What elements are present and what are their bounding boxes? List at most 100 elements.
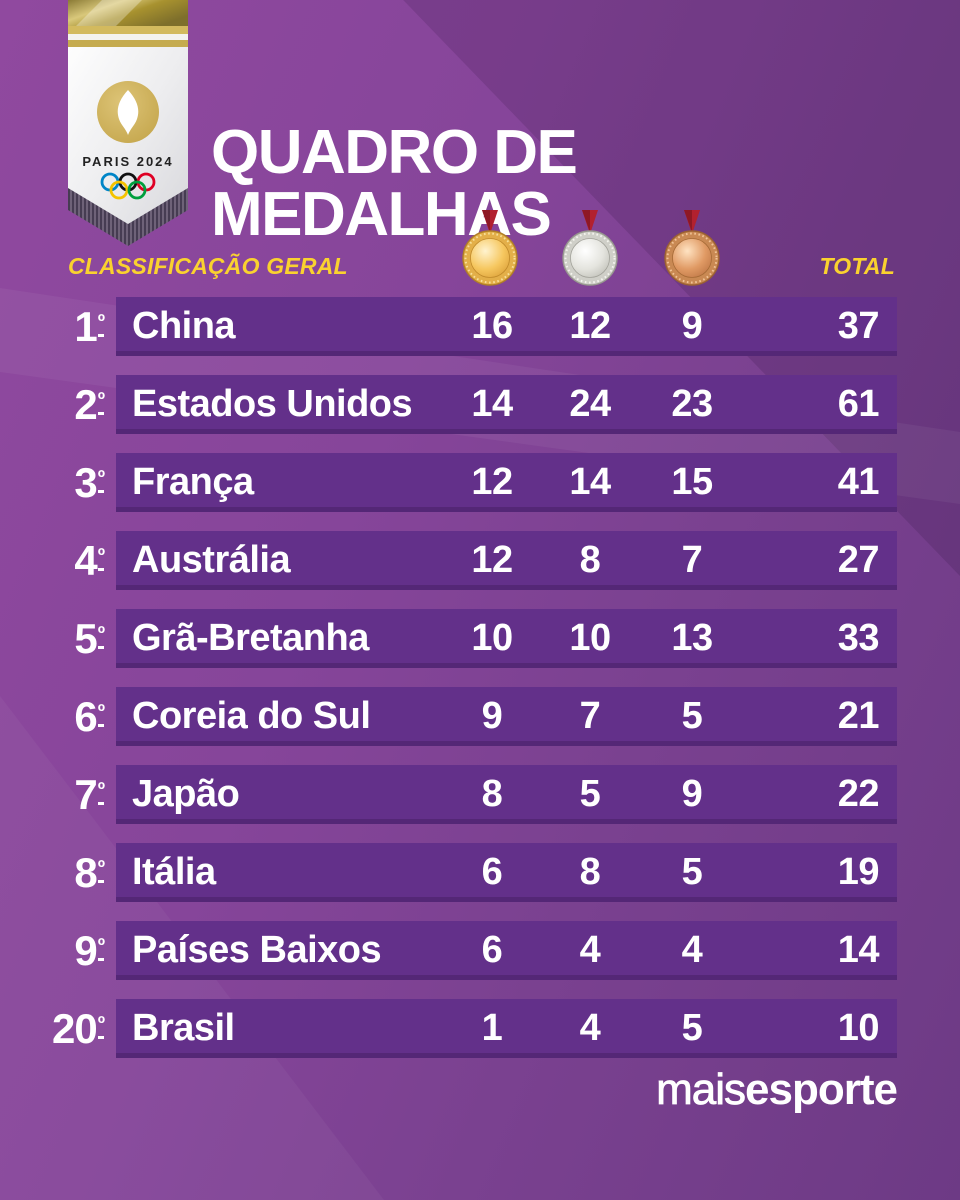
- rank-label: 2º: [74, 381, 105, 428]
- medal-table: 1º China 16 12 9 37 2º Estados Unidos 14…: [0, 297, 960, 1077]
- table-row: 9º Países Baixos 6 4 4 14: [0, 921, 960, 980]
- total-count: 37: [837, 305, 880, 347]
- bronze-count: 4: [681, 929, 703, 971]
- gold-medal-icon: [462, 210, 518, 286]
- country-name: Coreia do Sul: [132, 695, 371, 737]
- rank-label: 1º: [74, 303, 105, 350]
- rank-label: 3º: [74, 459, 105, 506]
- country-bar: China 16 12 9 37: [116, 297, 897, 356]
- total-count: 41: [837, 461, 880, 503]
- country-name: Austrália: [132, 539, 291, 581]
- country-name: Brasil: [132, 1007, 235, 1049]
- rank-label: 8º: [74, 849, 105, 896]
- country-name: Grã-Bretanha: [132, 617, 369, 659]
- ordinal-suffix: º: [97, 779, 105, 805]
- gold-count: 16: [471, 305, 513, 347]
- gold-count: 6: [481, 851, 503, 893]
- rank-label: 7º: [74, 771, 105, 818]
- classification-label: CLASSIFICAÇÃO GERAL: [68, 253, 348, 279]
- country-bar: Grã-Bretanha 10 10 13 33: [116, 609, 897, 668]
- bronze-count: 5: [681, 851, 703, 893]
- page-title: QUADRO DE MEDALHAS: [211, 118, 578, 249]
- table-row: 4º Austrália 12 8 7 27: [0, 531, 960, 590]
- bronze-count: 7: [681, 539, 703, 581]
- brand-logo-bold: esporte: [745, 1065, 898, 1114]
- bronze-count: 9: [681, 773, 703, 815]
- silver-count: 12: [569, 305, 611, 347]
- total-count: 21: [837, 695, 880, 737]
- table-row: 1º China 16 12 9 37: [0, 297, 960, 356]
- bronze-count: 23: [671, 383, 713, 425]
- country-name: Itália: [132, 851, 216, 893]
- bronze-count: 15: [671, 461, 713, 503]
- total-column-label: TOTAL: [819, 253, 895, 279]
- country-name: Japão: [132, 773, 240, 815]
- country-name: Estados Unidos: [132, 383, 413, 425]
- table-row: 5º Grã-Bretanha 10 10 13 33: [0, 609, 960, 668]
- gold-count: 8: [481, 773, 503, 815]
- banner-sheen: [76, 0, 142, 26]
- banner-fringe: [68, 186, 188, 246]
- rank-label: 9º: [74, 927, 105, 974]
- bronze-count: 5: [681, 695, 703, 737]
- country-bar: França 12 14 15 41: [116, 453, 897, 512]
- total-count: 27: [837, 539, 880, 581]
- brand-logo-regular: mais: [656, 1065, 747, 1114]
- ordinal-suffix: º: [97, 545, 105, 571]
- silver-count: 8: [579, 851, 601, 893]
- bronze-medal-icon: [664, 210, 720, 286]
- flame-icon: [117, 90, 139, 135]
- silver-count: 14: [569, 461, 611, 503]
- country-bar: Coreia do Sul 9 7 5 21: [116, 687, 897, 746]
- ordinal-suffix: º: [97, 467, 105, 493]
- ordinal-suffix: º: [97, 389, 105, 415]
- silver-count: 10: [569, 617, 611, 659]
- ordinal-suffix: º: [97, 935, 105, 961]
- ordinal-suffix: º: [97, 311, 105, 337]
- gold-count: 1: [481, 1007, 503, 1049]
- country-name: França: [132, 461, 254, 503]
- brand-logo: maisesporte: [656, 1065, 898, 1114]
- total-count: 33: [837, 617, 880, 659]
- silver-count: 24: [569, 383, 611, 425]
- silver-count: 4: [579, 929, 601, 971]
- paris-2024-banner: PARIS 2024: [68, 0, 188, 248]
- paris-2024-label: PARIS 2024: [82, 154, 173, 169]
- table-row: 8º Itália 6 8 5 19: [0, 843, 960, 902]
- gold-count: 14: [471, 383, 513, 425]
- bronze-count: 13: [671, 617, 713, 659]
- banner-gold-band: [68, 0, 188, 26]
- bronze-count: 9: [681, 305, 703, 347]
- table-row: 6º Coreia do Sul 9 7 5 21: [0, 687, 960, 746]
- bronze-count: 5: [681, 1007, 703, 1049]
- total-count: 61: [837, 383, 880, 425]
- total-count: 22: [837, 773, 880, 815]
- silver-count: 7: [579, 695, 601, 737]
- total-count: 14: [837, 929, 880, 971]
- rank-label: 5º: [74, 615, 105, 662]
- country-name: Países Baixos: [132, 929, 382, 971]
- total-count: 19: [837, 851, 880, 893]
- table-row: 3º França 12 14 15 41: [0, 453, 960, 512]
- ordinal-suffix: º: [97, 1013, 105, 1039]
- rank-label: 6º: [74, 693, 105, 740]
- gold-count: 12: [471, 461, 513, 503]
- ordinal-suffix: º: [97, 857, 105, 883]
- gold-count: 9: [481, 695, 503, 737]
- silver-medal-icon: [562, 210, 618, 286]
- gold-count: 6: [481, 929, 503, 971]
- country-bar: Itália 6 8 5 19: [116, 843, 897, 902]
- rank-label: 20º: [51, 1005, 105, 1052]
- table-row: 7º Japão 8 5 9 22: [0, 765, 960, 824]
- country-name: China: [132, 305, 236, 347]
- table-row: 20º Brasil 1 4 5 10: [0, 999, 960, 1058]
- silver-count: 4: [579, 1007, 601, 1049]
- country-bar: Países Baixos 6 4 4 14: [116, 921, 897, 980]
- rank-label: 4º: [74, 537, 105, 584]
- country-bar: Japão 8 5 9 22: [116, 765, 897, 824]
- gold-count: 12: [471, 539, 513, 581]
- silver-count: 8: [579, 539, 601, 581]
- paris-2024-banner-graphic: PARIS 2024: [68, 0, 188, 246]
- country-bar: Estados Unidos 14 24 23 61: [116, 375, 897, 434]
